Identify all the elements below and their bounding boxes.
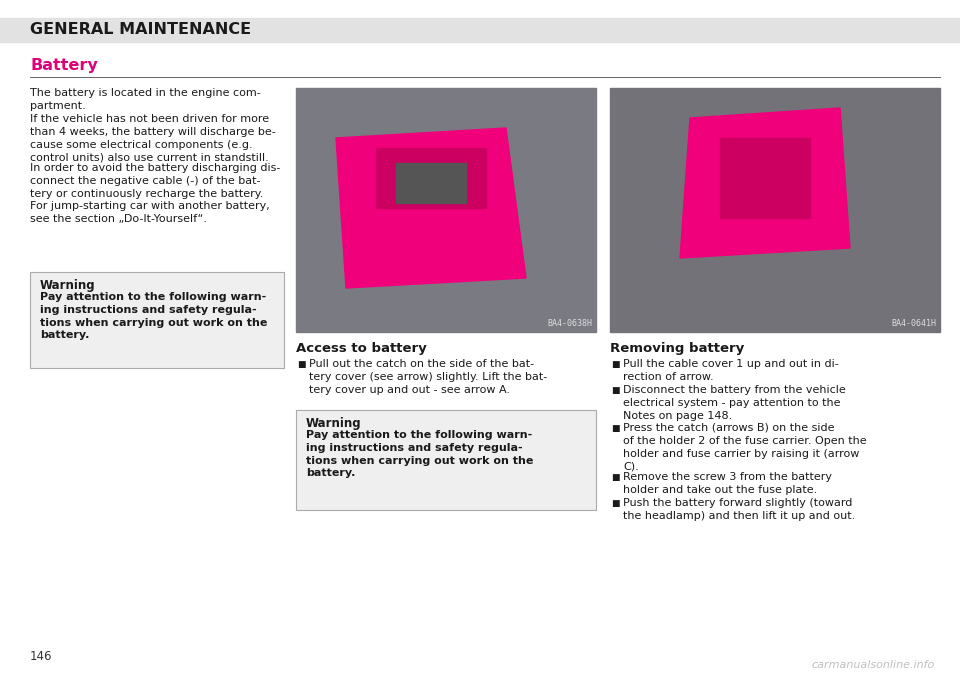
Bar <box>296 88 596 332</box>
Polygon shape <box>336 128 526 288</box>
Text: Disconnect the battery from the vehicle
electrical system - pay attention to the: Disconnect the battery from the vehicle … <box>623 386 846 421</box>
Text: Removing battery: Removing battery <box>610 342 744 355</box>
Bar <box>396 163 466 203</box>
Text: ■: ■ <box>611 360 619 369</box>
Bar <box>610 88 940 332</box>
Bar <box>376 148 486 208</box>
Text: Remove the screw 3 from the battery
holder and take out the fuse plate.: Remove the screw 3 from the battery hold… <box>623 472 832 495</box>
Text: Press the catch (arrows B) on the side
of the holder 2 of the fuse carrier. Open: Press the catch (arrows B) on the side o… <box>623 423 867 471</box>
Text: Pull out the catch on the side of the bat-
tery cover (see arrow) slightly. Lift: Pull out the catch on the side of the ba… <box>309 359 547 394</box>
Text: Warning: Warning <box>306 417 362 430</box>
Text: For jump-starting car with another battery,
see the section „Do-It-Yourself“.: For jump-starting car with another batte… <box>30 201 270 223</box>
Text: carmanualsonline.info: carmanualsonline.info <box>812 660 935 670</box>
Text: Pay attention to the following warn-
ing instructions and safety regula-
tions w: Pay attention to the following warn- ing… <box>306 430 534 479</box>
Text: If the vehicle has not been driven for more
than 4 weeks, the battery will disch: If the vehicle has not been driven for m… <box>30 114 276 163</box>
Text: Push the battery forward slightly (toward
the headlamp) and then lift it up and : Push the battery forward slightly (towar… <box>623 498 855 521</box>
Text: Battery: Battery <box>30 58 98 73</box>
Text: Pay attention to the following warn-
ing instructions and safety regula-
tions w: Pay attention to the following warn- ing… <box>40 292 268 341</box>
Polygon shape <box>680 108 850 258</box>
Text: 146: 146 <box>30 650 53 663</box>
Text: GENERAL MAINTENANCE: GENERAL MAINTENANCE <box>30 22 252 38</box>
Text: BA4-0638H: BA4-0638H <box>547 319 592 328</box>
Bar <box>0 18 960 42</box>
Text: Access to battery: Access to battery <box>296 342 427 355</box>
Text: In order to avoid the battery discharging dis-
connect the negative cable (-) of: In order to avoid the battery dischargin… <box>30 163 280 199</box>
Text: ■: ■ <box>611 473 619 482</box>
Text: ■: ■ <box>611 386 619 396</box>
Text: BA4-0641H: BA4-0641H <box>891 319 936 328</box>
Bar <box>296 410 596 510</box>
Text: ■: ■ <box>611 424 619 433</box>
Text: Pull the cable cover 1 up and out in di-
rection of arrow.: Pull the cable cover 1 up and out in di-… <box>623 359 839 382</box>
Bar <box>30 272 284 368</box>
Text: ■: ■ <box>297 360 305 369</box>
Text: Warning: Warning <box>40 279 96 292</box>
Bar <box>720 138 810 218</box>
Text: ■: ■ <box>611 499 619 508</box>
Text: The battery is located in the engine com-
partment.: The battery is located in the engine com… <box>30 88 261 111</box>
